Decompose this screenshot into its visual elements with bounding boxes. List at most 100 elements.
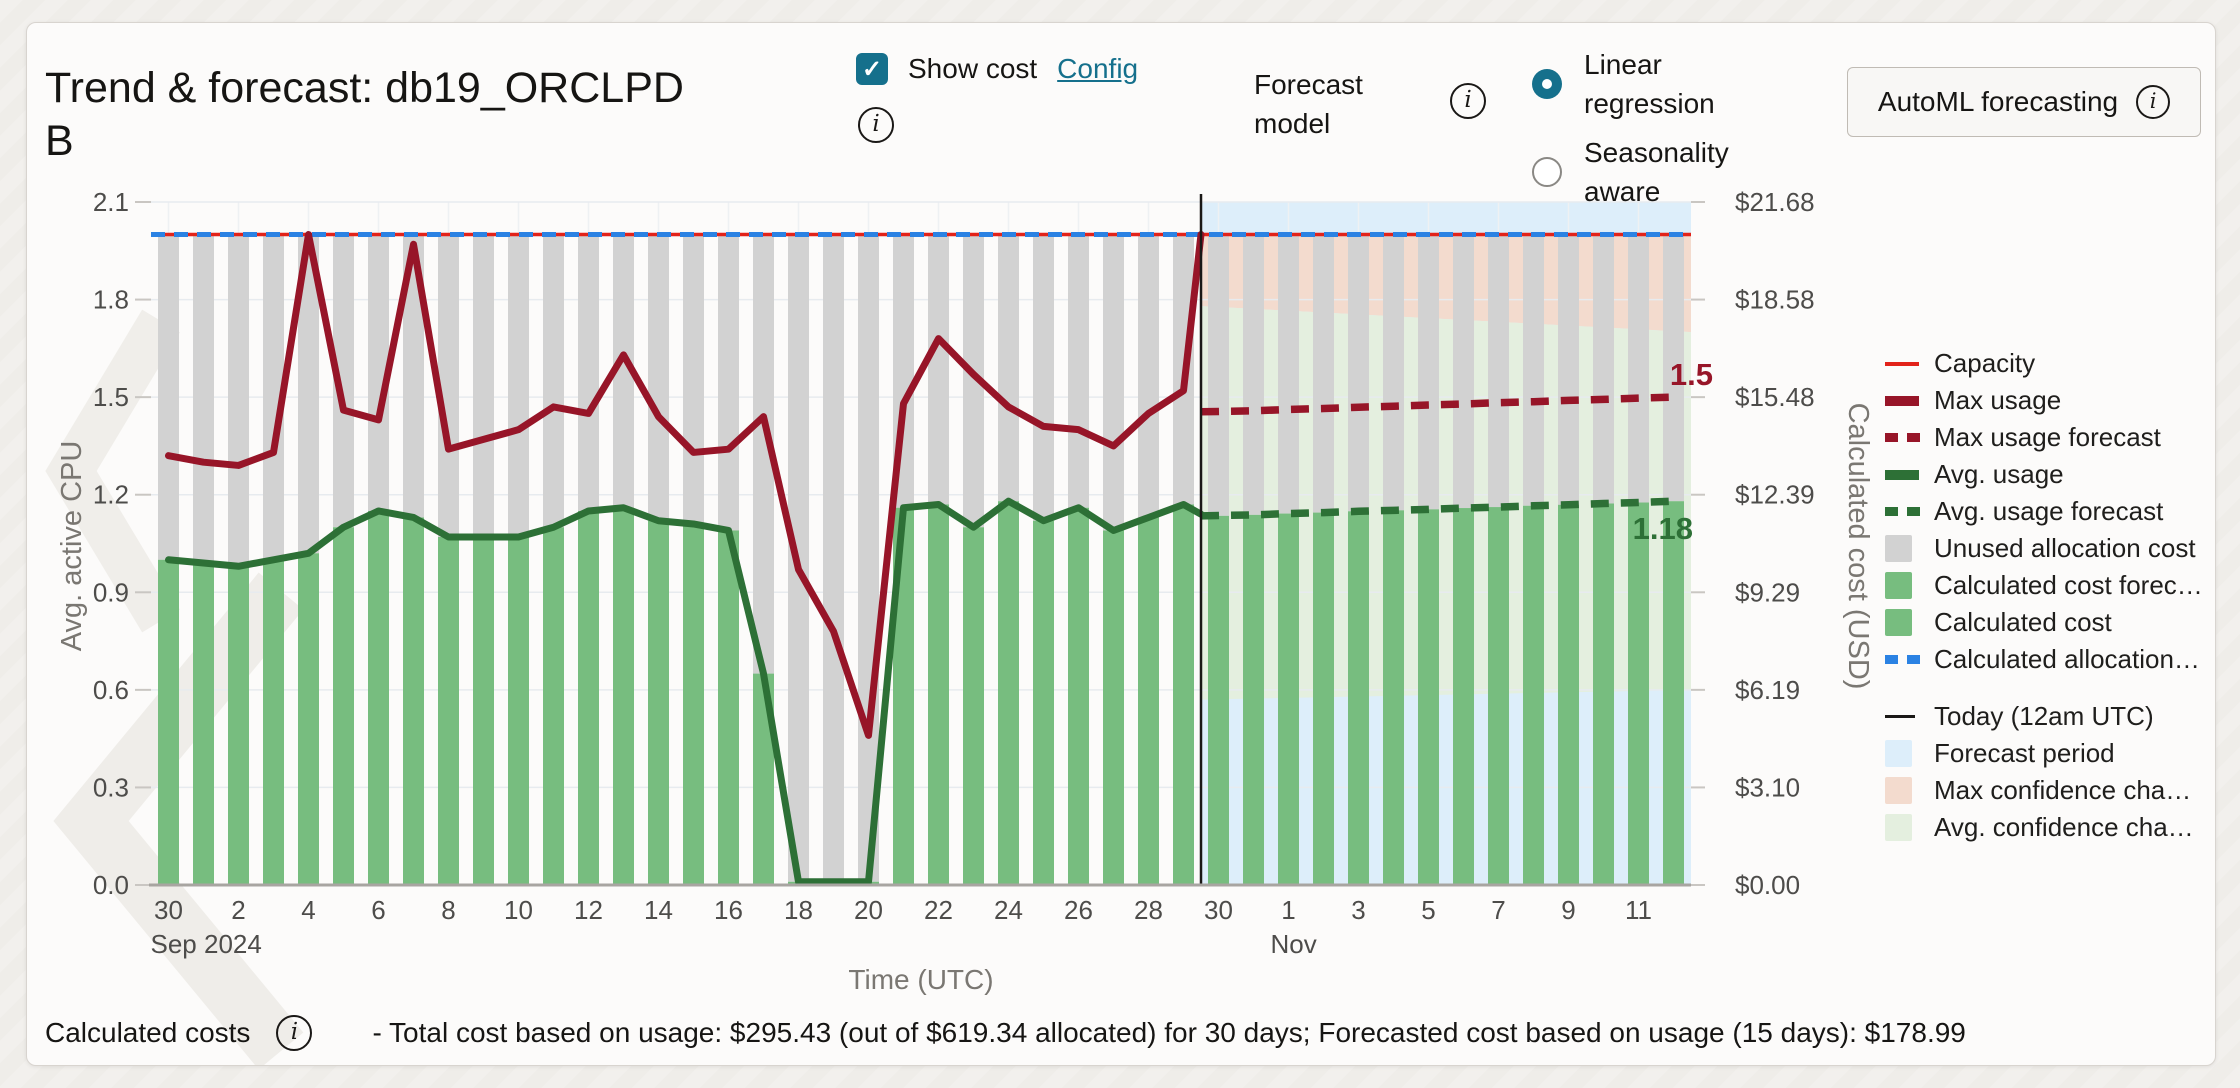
legend-item-capacity[interactable]: Capacity [1885,348,2203,378]
x-tick-label: 11 [1625,895,1652,925]
calculated-cost-forecast-bar [1278,513,1299,885]
legend-swatch-icon [1885,814,1921,842]
y-left-tick-label: 2.1 [93,187,129,217]
legend-item-max-usage-forecast[interactable]: Max usage forecast [1885,422,2203,452]
unused-allocation-bar [1313,234,1334,513]
show-cost-label: Show cost [908,53,1038,84]
calculated-cost-bar [438,536,459,885]
x-tick-label: 30 [1204,895,1233,925]
y-left-tick-label: 1.2 [93,480,129,510]
legend-swatch-icon [1885,777,1921,805]
unused-allocation-bar [683,234,704,524]
show-cost-info-icon[interactable] [858,107,894,143]
legend-swatch-icon [1885,609,1921,637]
y-right-tick-label: $3.10 [1735,772,1800,802]
unused-allocation-bar [1488,234,1509,508]
calculated-cost-forecast-bar [1453,508,1474,885]
legend-item-unused-allocation-cost[interactable]: Unused allocation cost [1885,533,2203,563]
calculated-costs-label: Calculated costs [45,1017,251,1048]
legend-item-today-12am-utc[interactable]: Today (12am UTC) [1885,701,2203,731]
calculated-costs-info-icon[interactable] [276,1015,313,1051]
legend-item-calculated-cost-forec[interactable]: Calculated cost forec… [1885,570,2203,600]
legend-item-max-usage[interactable]: Max usage [1885,385,2203,415]
x-axis-title: Time (UTC) [848,964,993,995]
unused-allocation-bar [1243,234,1264,515]
legend-item-avg-confidence-cha[interactable]: Avg. confidence cha… [1885,812,2203,842]
calculated-cost-bar [753,673,774,885]
forecast-model-info-icon[interactable] [1450,83,1486,119]
unused-allocation-bar [298,234,319,554]
unused-allocation-bar [1628,234,1649,503]
y-left-tick-label: 0.6 [93,675,129,705]
calculated-cost-bar [158,559,179,885]
legend-swatch-icon [1885,461,1921,489]
y-right-tick-label: $6.19 [1735,675,1800,705]
trend-forecast-card: 0.0 0.3 0.6 0.9 1.2 1.5 1.8 2.1 $0.00 $3.10 $6.19 $… [26,22,2216,1066]
calculated-cost-bar [893,507,914,885]
unused-allocation-bar [193,234,214,564]
unused-allocation-bar [648,234,669,521]
unused-allocation-bar [1033,234,1054,521]
x-tick-label: 24 [994,895,1023,925]
x-tick-label: 20 [854,895,883,925]
legend-item-calculated-cost[interactable]: Calculated cost [1885,607,2203,637]
legend-label: Max confidence cha… [1934,775,2192,805]
chart-legend: Capacity Max usage Max usage forecast Avg. … [1885,348,2203,842]
x-tick-label: 22 [924,895,953,925]
trend-forecast-chart[interactable]: 0.0 0.3 0.6 0.9 1.2 1.5 1.8 2.1 $0.00 $3.10 $6.19 $… [27,23,2215,1065]
y-axis-title-right: Calculated cost (USD) [1842,403,1874,690]
legend-item-forecast-period[interactable]: Forecast period [1885,738,2203,768]
radio-seasonality-aware[interactable]: Seasonality aware [1532,133,1784,211]
calculated-cost-bar [193,563,214,885]
calculated-cost-forecast-bar [1243,514,1264,885]
page-title: Trend & forecast: db19_ORCLPDB [45,63,684,165]
y-axis-title-left: Avg. active CPU [56,441,88,652]
forecast-model-radio-group: Linear regression Seasonality aware [1532,45,1784,211]
y-left-tick-label: 0.3 [93,772,129,802]
config-link[interactable]: Config [1057,53,1139,84]
legend-item-avg-usage[interactable]: Avg. usage [1885,459,2203,489]
calculated-cost-bar [613,507,634,885]
legend-item-max-confidence-cha[interactable]: Max confidence cha… [1885,775,2203,805]
calculated-cost-bar [403,517,424,885]
calculated-cost-bar [963,527,984,885]
automl-forecasting-button[interactable]: AutoML forecasting [1847,67,2201,137]
radio-linear-regression[interactable]: Linear regression [1532,45,1784,123]
unused-allocation-bar [403,234,424,518]
legend-item-avg-usage-forecast[interactable]: Avg. usage forecast [1885,496,2203,526]
automl-info-icon[interactable] [2136,85,2171,119]
calculated-cost-bar [718,530,739,885]
x-tick-label: 14 [644,895,673,925]
x-tick-label: 10 [504,895,533,925]
unused-allocation-bar [1418,234,1439,510]
legend-label: Calculated cost forec… [1934,570,2203,600]
calculated-cost-bar [298,553,319,885]
radio-button-selected-icon[interactable] [1532,69,1562,99]
y-right-tick-label: $18.58 [1735,285,1815,315]
unused-allocation-bar [1593,234,1614,504]
unused-allocation-bar [998,234,1019,502]
automl-button-label: AutoML forecasting [1877,86,2119,117]
show-cost-checkbox[interactable] [856,53,888,85]
unused-allocation-bar [228,234,249,567]
legend-label: Calculated cost [1934,607,2112,637]
legend-swatch-icon [1885,740,1921,768]
calculated-cost-forecast-bar [1208,515,1229,885]
unused-allocation-bar [823,234,844,882]
legend-label: Unused allocation cost [1934,533,2196,563]
calculated-cost-forecast-bar [1418,509,1439,885]
unused-allocation-bar [1278,234,1299,514]
calculated-cost-bar [333,527,354,885]
unused-allocation-bar [263,234,284,560]
legend-label: Max usage [1934,385,2062,415]
x-tick-label: 26 [1064,895,1093,925]
y-right-tick-label: $21.68 [1735,187,1815,217]
unused-allocation-bar [1453,234,1474,509]
calculated-cost-bar [648,520,669,885]
radio-button-icon[interactable] [1532,157,1562,187]
unused-allocation-bar [1348,234,1369,512]
calculated-cost-bar [543,527,564,885]
calculated-cost-forecast-bar [1348,511,1369,885]
calculated-cost-bar [368,510,389,885]
legend-item-calculated-allocation[interactable]: Calculated allocation… [1885,644,2203,674]
